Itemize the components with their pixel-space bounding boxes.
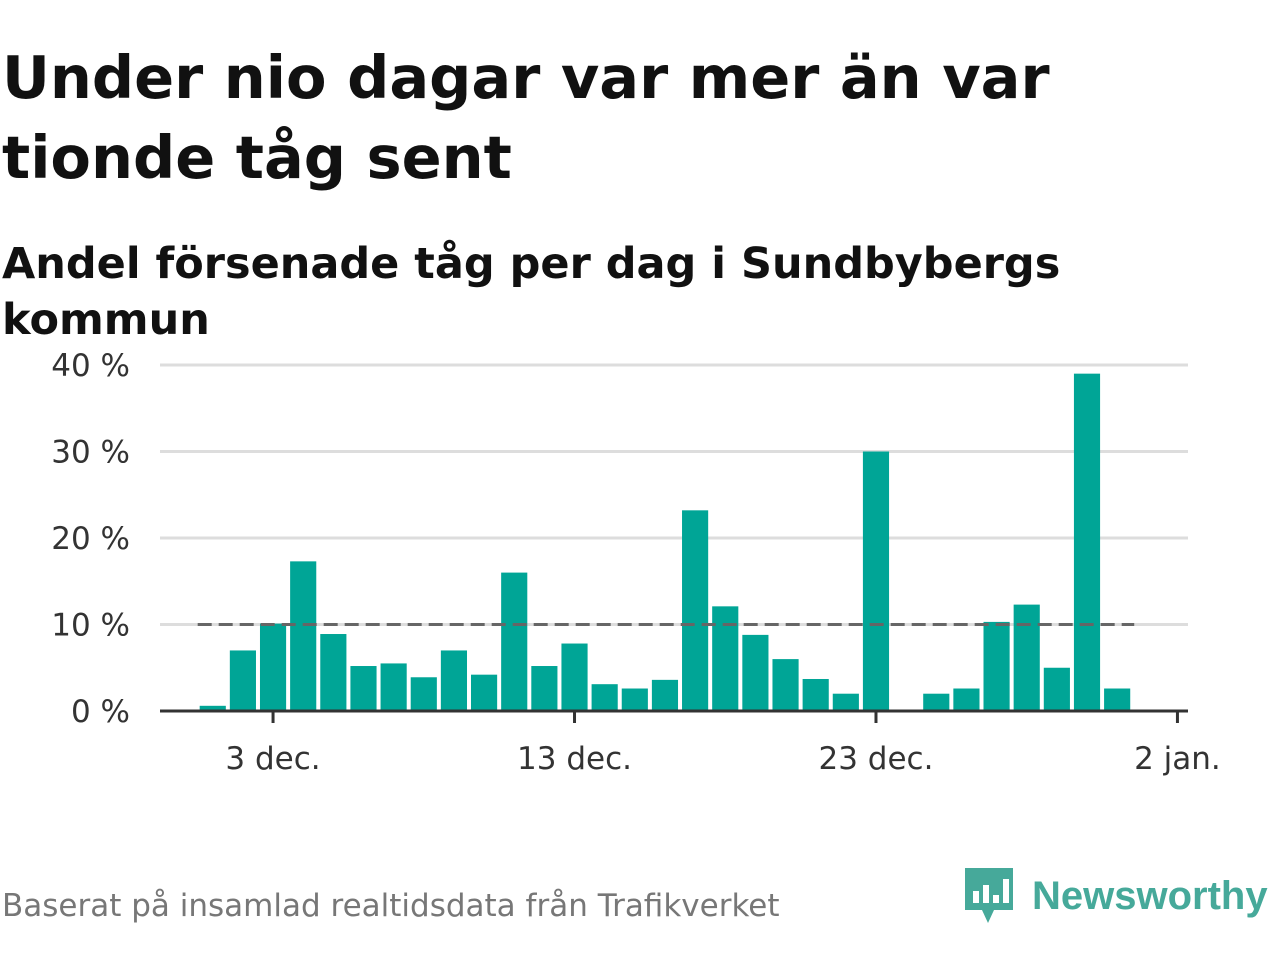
logo-text: Newsworthy [1032,873,1268,918]
bar [471,674,498,711]
bar [1013,604,1040,711]
x-tick-label: 23 dec. [819,741,934,777]
x-tick-label: 3 dec. [225,741,320,777]
bar [380,663,407,711]
bar [350,666,377,711]
bar [772,659,799,711]
bar [591,684,618,711]
bar [712,606,739,711]
bar [682,510,709,711]
bar [290,561,317,711]
bar [229,650,256,711]
chart-subtitle: Andel försenade tåg per dag i Sundbyberg… [2,239,1061,345]
bar [320,634,347,711]
bar [953,688,980,711]
bar [983,621,1010,711]
y-tick-label: 30 % [51,435,130,471]
x-tick-label: 2 jan. [1134,741,1221,777]
bar [410,677,437,711]
bar [621,688,648,711]
bar [561,643,588,711]
y-tick-label: 0 % [71,694,130,730]
bar [862,451,890,711]
bar [1073,373,1101,711]
bar [651,679,679,711]
source-note: Baserat på insamlad realtidsdata från Tr… [2,888,780,924]
y-tick-label: 40 % [51,348,130,384]
bar-chart: 0 % 10 % 20 % 30 % 40 % 3 dec. 13 dec. 23 dec. 2… [51,348,1221,777]
y-tick-label: 20 % [51,521,130,557]
bar [259,623,287,711]
bar [531,666,558,711]
bar [923,693,950,711]
newsworthy-logo[interactable]: Newsworthy [962,864,1268,928]
y-tick-label: 10 % [51,608,130,644]
x-tick-label: 13 dec. [517,741,632,777]
bar [440,650,468,711]
bar [832,693,859,711]
newsworthy-logo-icon [965,868,1013,923]
chart-title: Under nio dagar var mer än var tionde tå… [2,43,1050,192]
bar [1043,667,1070,711]
bar [1104,688,1131,711]
bar [199,705,226,711]
bar [501,572,528,711]
bar [742,634,769,711]
bar [802,678,829,711]
